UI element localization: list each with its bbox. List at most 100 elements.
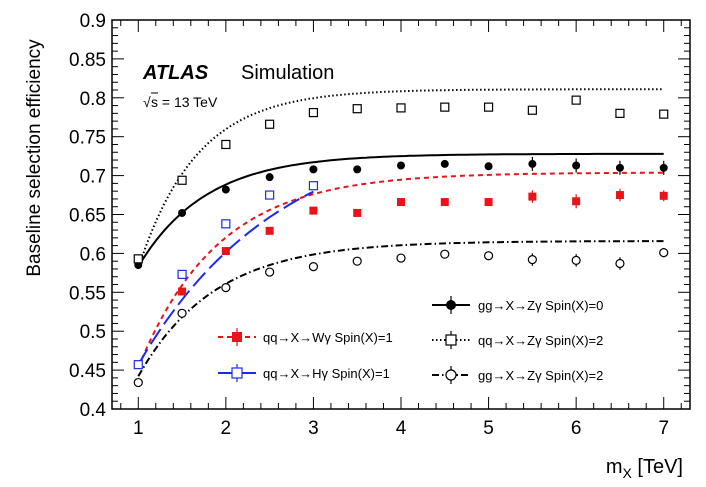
x-axis-label-main: m <box>606 456 623 478</box>
legend-label-hg-spin1: qq→X→Hγ Spin(X)=1 <box>263 366 390 381</box>
data-point-zg-qq-spin2 <box>133 254 143 264</box>
x-tick-label: 1 <box>133 418 144 439</box>
data-point-zg-spin0 <box>484 162 493 171</box>
legend-label-zg-gg-spin2: gg→X→Zγ Spin(X)=2 <box>478 368 603 383</box>
axes: 0.4 0.45 0.5 0.55 0.6 0.65 0.7 0.75 0.8 0.85 0.9 1 2… <box>69 11 690 439</box>
data-point-zg-qq-spin2 <box>265 119 275 129</box>
fit-curve-hg-spin1 <box>137 190 314 366</box>
legend-label-wg-spin1: qq→X→Wγ Spin(X)=1 <box>263 330 393 345</box>
data-point-zg-spin0 <box>440 159 449 168</box>
legend-marker-zg-qq-spin2 <box>445 334 457 346</box>
data-point-wg-spin1 <box>659 191 668 200</box>
x-axis-label: mX [TeV] <box>606 456 683 481</box>
y-tick-label: 0.9 <box>80 11 106 32</box>
y-tick-label: 0.4 <box>80 400 107 421</box>
data-point-zg-qq-spin2 <box>396 103 406 113</box>
x-axis-label-unit: [TeV] <box>632 456 683 478</box>
data-point-zg-gg-spin2 <box>308 262 319 272</box>
data-point-zg-gg-spin2 <box>396 253 406 263</box>
data-point-zg-gg-spin2 <box>483 251 494 261</box>
y-tick-label: 0.7 <box>80 167 106 188</box>
y-tick-label: 0.85 <box>69 50 106 71</box>
data-point-wg-spin1 <box>397 198 405 207</box>
y-tick-label: 0.8 <box>80 89 106 110</box>
data-point-wg-spin1 <box>309 206 318 215</box>
data-point-zg-gg-spin2 <box>615 258 625 269</box>
data-point-zg-spin0 <box>178 208 187 217</box>
data-point-zg-gg-spin2 <box>221 283 231 293</box>
data-point-hg-spin1 <box>308 181 319 191</box>
data-point-hg-spin1 <box>221 219 231 229</box>
data-point-zg-qq-spin2 <box>483 102 494 112</box>
data-point-zg-qq-spin2 <box>221 139 231 150</box>
data-point-zg-spin0 <box>221 185 230 194</box>
fit-curve-wg-spin1 <box>137 171 664 369</box>
data-point-zg-gg-spin2 <box>133 377 143 388</box>
legend-label-zg-qq-spin2: qq→X→Zγ Spin(X)=2 <box>478 333 603 348</box>
data-point-wg-spin1 <box>572 197 581 206</box>
data-point-zg-qq-spin2 <box>527 105 537 115</box>
fit-curve-zg-qq-spin2 <box>137 88 664 269</box>
x-tick-label: 5 <box>483 418 494 439</box>
data-point-zg-spin0 <box>572 161 581 170</box>
y-tick-label: 0.55 <box>69 283 106 304</box>
data-point-zg-gg-spin2 <box>177 308 187 318</box>
data-point-zg-spin0 <box>528 159 537 168</box>
data-point-zg-gg-spin2 <box>659 248 669 258</box>
energy-label: √ s = 13 TeV <box>143 92 218 110</box>
x-tick-label: 7 <box>658 418 669 439</box>
y-axis-label: Baseline selection efficiency <box>24 39 45 277</box>
x-tick-label: 4 <box>396 418 407 439</box>
data-point-zg-gg-spin2 <box>265 267 275 277</box>
atlas-label: ATLAS <box>142 62 209 84</box>
data-point-zg-spin0 <box>615 163 624 172</box>
data-point-zg-spin0 <box>353 165 362 174</box>
data-point-zg-qq-spin2 <box>308 107 319 118</box>
y-tick-label: 0.75 <box>69 128 106 149</box>
data-point-zg-qq-spin2 <box>615 108 625 118</box>
data-points <box>133 95 669 388</box>
data-point-zg-gg-spin2 <box>571 255 581 266</box>
y-tick-label: 0.45 <box>69 361 106 382</box>
y-tick-label: 0.6 <box>80 244 106 265</box>
data-point-zg-qq-spin2 <box>571 95 581 105</box>
legend-marker-zg-gg-spin2 <box>445 369 457 381</box>
y-tick-label: 0.65 <box>69 206 106 227</box>
data-point-zg-qq-spin2 <box>352 104 362 114</box>
y-tick-label: 0.5 <box>80 322 106 343</box>
data-point-zg-qq-spin2 <box>440 102 450 112</box>
x-tick-label: 2 <box>221 418 232 439</box>
data-point-zg-gg-spin2 <box>440 249 450 259</box>
data-point-wg-spin1 <box>353 208 362 217</box>
fit-curve-zg-gg-spin2 <box>137 240 664 377</box>
data-point-wg-spin1 <box>265 226 274 235</box>
data-point-zg-spin0 <box>309 165 318 174</box>
data-point-zg-qq-spin2 <box>659 109 669 119</box>
x-tick-label: 6 <box>571 418 582 439</box>
data-point-hg-spin1 <box>265 190 275 200</box>
data-point-zg-spin0 <box>659 163 668 172</box>
data-point-zg-qq-spin2 <box>177 175 187 185</box>
fit-curve-zg-spin0 <box>137 152 664 268</box>
data-point-wg-spin1 <box>484 198 493 207</box>
energy-text: s = 13 TeV <box>151 94 218 110</box>
legend-marker-zg-spin0 <box>446 300 456 310</box>
legend-marker-wg-spin1 <box>232 332 242 342</box>
data-point-hg-spin1 <box>133 360 143 370</box>
legend-label-zg-spin0: gg→X→Zγ Spin(X)=0 <box>478 298 603 313</box>
data-point-zg-gg-spin2 <box>527 255 537 265</box>
data-point-zg-gg-spin2 <box>352 256 362 266</box>
legend-marker-hg-spin1 <box>231 367 243 379</box>
legend: gg→X→Zγ Spin(X)=0 qq→X→Zγ Spin(X)=2 gg→X→Z… <box>218 296 603 384</box>
data-point-hg-spin1 <box>177 269 187 280</box>
sqrt-symbol: √ <box>143 94 151 110</box>
fit-curves <box>137 88 664 377</box>
data-point-zg-spin0 <box>265 173 274 182</box>
data-point-zg-spin0 <box>397 161 405 170</box>
data-point-wg-spin1 <box>178 287 187 296</box>
simulation-label: Simulation <box>241 62 334 84</box>
data-point-wg-spin1 <box>528 192 537 201</box>
data-point-wg-spin1 <box>221 247 230 256</box>
